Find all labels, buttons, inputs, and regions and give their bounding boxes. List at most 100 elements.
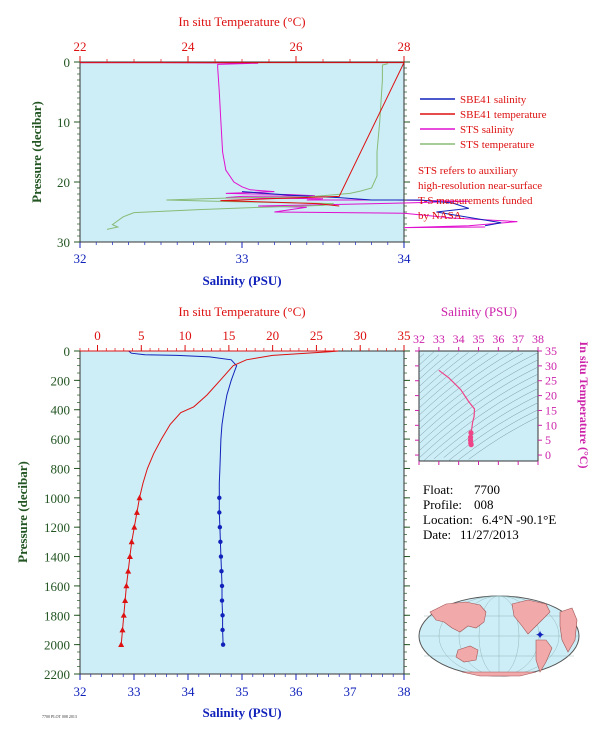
bottom-salinity-marker [217, 510, 222, 515]
bottom-panel: 32 33 34 35 36 37 38 0 5 10 15 20 25 30 35 0 200 400 600 80… [15, 304, 411, 720]
ts-temperature-axis-title: In situ Temperature (°C) [577, 342, 591, 469]
ts-density-contour [418, 359, 539, 444]
bottom-salinity-marker [219, 598, 225, 603]
bottom-temperature-marker [125, 568, 132, 574]
bottom-temperature-tick-label: 25 [310, 328, 323, 343]
bottom-salinity-marker [220, 613, 225, 618]
bottom-plot-area [79, 350, 405, 675]
float-info: Float: 7700 Profile: 008 Location: 6.4°N… [423, 482, 556, 542]
ts-temperature-tick-label: 5 [545, 433, 551, 447]
ts-series-group [438, 369, 476, 448]
bottom-salinity-axis-title: Salinity (PSU) [202, 705, 281, 720]
top-plot-area [79, 61, 405, 243]
ts-density-contour [418, 351, 514, 423]
bottom-salinity-marker [219, 569, 224, 574]
bottom-pressure-tick-label: 2000 [44, 638, 70, 653]
bottom-pressure-tick-label: 0 [64, 344, 71, 359]
bottom-salinity-profile [80, 350, 238, 645]
map-south-america [535, 639, 553, 673]
sts-note-line-3: T-S measurements funded [418, 195, 533, 207]
ts-temperature-tick-label: 35 [545, 344, 557, 358]
bottom-pressure-tick-label: 1600 [44, 579, 70, 594]
bottom-temperature-marker [131, 523, 138, 530]
bottom-temperature-tick-label: 35 [398, 328, 411, 343]
top-salinity-axis-title: Salinity (PSU) [202, 273, 281, 288]
ts-salinity-tick-label: 33 [433, 332, 445, 346]
bottom-temperature-tick-label: 15 [222, 328, 235, 343]
bottom-salinity-tick-label: 35 [236, 684, 249, 699]
top-axes-group: 32 33 34 22 24 26 28 0 10 20 30 [57, 39, 411, 266]
ts-deep-marker [468, 430, 474, 436]
top-temperature-tick-label: 26 [290, 39, 304, 54]
top-pressure-axis-title: Pressure (decibar) [29, 101, 44, 203]
ts-salinity-tick-label: 36 [492, 332, 504, 346]
date-label: Date: [423, 527, 451, 542]
legend-label-sts-salinity: STS salinity [460, 124, 515, 136]
ts-temperature-tick-label: 10 [545, 418, 557, 432]
bottom-pressure-tick-label: 400 [51, 403, 71, 418]
ts-density-contour [418, 353, 499, 416]
ts-salinity-tick-label: 34 [453, 332, 465, 346]
ts-density-contour [433, 388, 539, 460]
sts-note-line-2: high-resolution near-surface [418, 180, 542, 192]
bottom-pressure-tick-label: 800 [51, 461, 71, 476]
map-landmasses [429, 599, 578, 677]
ts-density-contour [418, 353, 524, 430]
top-temperature-tick-label: 24 [182, 39, 196, 54]
bottom-temperature-marker [128, 538, 135, 545]
ts-density-contour [448, 402, 539, 461]
profile-label: Profile: [423, 497, 462, 512]
top-series-group [80, 62, 518, 230]
top-series-sts-temperature [106, 63, 388, 230]
map-asia [429, 601, 487, 633]
sts-note: STS refers to auxiliary high-resolution … [418, 165, 542, 222]
ts-density-contours [418, 351, 539, 461]
bottom-salinity-marker [217, 524, 223, 530]
bottom-temperature-marker [133, 509, 140, 515]
top-salinity-tick-label: 34 [398, 251, 412, 266]
ts-density-contour [458, 409, 539, 460]
bottom-pressure-tick-label: 2200 [44, 667, 70, 682]
bottom-pressure-tick-label: 600 [51, 432, 71, 447]
ts-density-contour [443, 395, 539, 458]
bottom-salinity-tick-label: 33 [128, 684, 141, 699]
ts-plot-area [418, 350, 539, 462]
bottom-temperature-marker [122, 597, 129, 603]
bottom-salinity-tick-label: 37 [344, 684, 358, 699]
bottom-temperature-tick-label: 10 [179, 328, 192, 343]
float-location-map: ✦ [418, 595, 580, 677]
bottom-salinity-marker [220, 627, 225, 633]
map-australia [455, 645, 479, 663]
float-location-marker: ✦ [535, 628, 545, 642]
bottom-temperature-marker [123, 582, 130, 589]
top-pressure-tick-label: 10 [57, 115, 70, 130]
top-salinity-tick-label: 32 [74, 251, 87, 266]
bottom-temperature-tick-label: 0 [94, 328, 101, 343]
ts-temperature-tick-label: 0 [545, 448, 551, 462]
map-europe-africa [559, 607, 578, 653]
location-value: 6.4°N -90.1°E [482, 512, 556, 527]
map-north-america [511, 599, 551, 635]
top-panel: 32 33 34 22 24 26 28 0 10 20 30 In situ Temperatur… [29, 14, 518, 288]
ts-density-contour [418, 351, 435, 366]
legend-label-sts-temperature: STS temperature [460, 139, 534, 151]
ts-density-contour [468, 416, 539, 460]
ts-density-contour [418, 366, 539, 452]
top-temperature-tick-label: 22 [74, 39, 87, 54]
bottom-salinity-tick-label: 38 [398, 684, 411, 699]
bottom-temperature-tick-label: 20 [266, 328, 279, 343]
float-value: 7700 [474, 482, 500, 497]
footer-text: 7700 PLOT 008 2013 [42, 714, 77, 719]
top-salinity-tick-label: 33 [236, 251, 249, 266]
bottom-salinity-marker [219, 583, 225, 589]
bottom-series-group [80, 350, 339, 648]
bottom-temperature-marker [120, 612, 127, 618]
ts-salinity-tick-label: 37 [512, 332, 524, 346]
ts-density-contour [418, 354, 439, 373]
top-series-sts-salinity [80, 62, 518, 229]
ts-density-contour [418, 352, 469, 394]
bottom-temperature-axis-title: In situ Temperature (°C) [178, 304, 305, 319]
bottom-pressure-tick-label: 200 [51, 373, 71, 388]
ts-density-contour [418, 373, 539, 459]
